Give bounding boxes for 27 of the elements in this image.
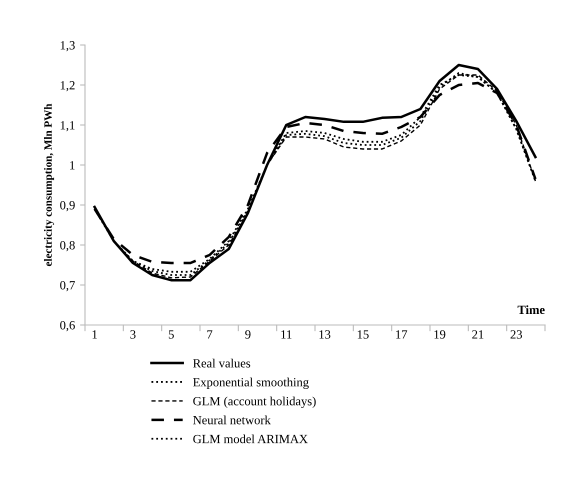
y-tick-label: 1	[70, 161, 75, 170]
y-tick-label: 0,9	[60, 201, 75, 212]
x-axis-title: Time	[518, 305, 545, 314]
y-tick-label: 0,6	[60, 321, 75, 332]
y-tick-label: 1,2	[60, 81, 75, 92]
x-tick-label: 23	[510, 330, 522, 339]
x-tick-label: 13	[319, 330, 330, 339]
x-tick-label: 19	[434, 330, 446, 339]
y-tick-label: 0,8	[60, 241, 75, 252]
legend-label: Exponential smoothing	[193, 378, 309, 390]
x-tick-label: 17	[396, 330, 408, 339]
x-tick-label: 5	[168, 330, 174, 339]
legend-label: Real values	[193, 358, 250, 368]
x-tick-label: 3	[130, 330, 136, 339]
x-tick-label: 7	[207, 330, 212, 339]
legend-label: GLM model ARIMAX	[193, 434, 308, 444]
y-tick-label: 1,1	[60, 121, 75, 132]
x-tick-label: 11	[281, 330, 292, 339]
y-axis-title: electricity consumption, Mln PWh	[44, 104, 54, 266]
x-tick-label: 9	[245, 330, 251, 339]
y-tick-label: 0,7	[60, 281, 75, 292]
legend-label: Neural network	[193, 416, 271, 424]
x-tick-label: 1	[92, 330, 97, 339]
x-tick-label: 15	[358, 330, 369, 339]
legend-label: GLM (account holidays)	[193, 396, 316, 408]
y-tick-label: 1,3	[60, 41, 75, 52]
x-tick-label: 21	[472, 330, 484, 339]
